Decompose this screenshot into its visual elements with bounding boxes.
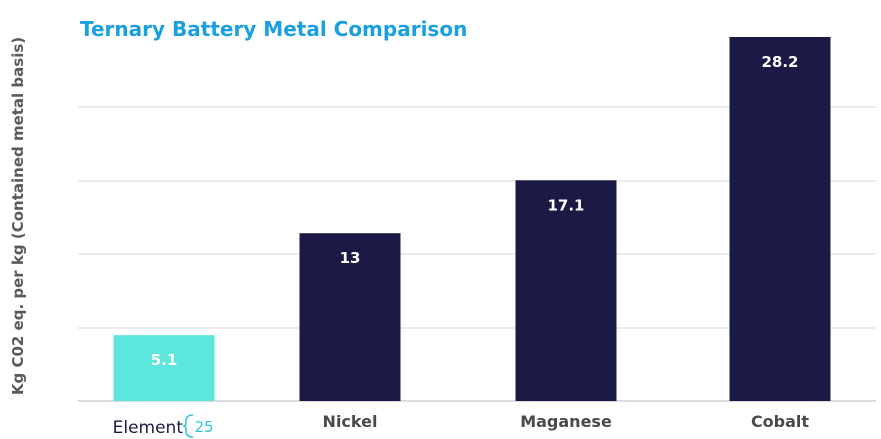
logo-number: 25 [194, 418, 213, 436]
category-label-cobalt: Cobalt [751, 412, 809, 431]
bar-value-label: 28.2 [761, 53, 798, 71]
bar-value-label: 17.1 [547, 196, 584, 214]
logo-word: Element [113, 418, 184, 438]
bar-value-label: 13 [340, 249, 361, 267]
category-labels: Nickel Maganese Cobalt Element 25 [113, 412, 810, 438]
bar-nickel [299, 233, 401, 401]
bars [113, 37, 831, 401]
logo-brace-icon [182, 414, 194, 438]
chart-title: Ternary Battery Metal Comparison [80, 17, 467, 41]
category-label-nickel: Nickel [323, 412, 378, 431]
bar-cobalt [729, 37, 831, 401]
bar-value-label: 5.1 [151, 351, 178, 369]
y-axis-label: Kg C02 eq. per kg (Contained metal basis… [9, 37, 27, 395]
element25-logo: Element 25 [113, 414, 214, 438]
bar-value-labels: 5.1 13 17.1 28.2 [151, 53, 799, 369]
category-label-maganese: Maganese [520, 412, 612, 431]
bar-maganese [515, 180, 617, 401]
bar-element-25 [113, 335, 215, 401]
